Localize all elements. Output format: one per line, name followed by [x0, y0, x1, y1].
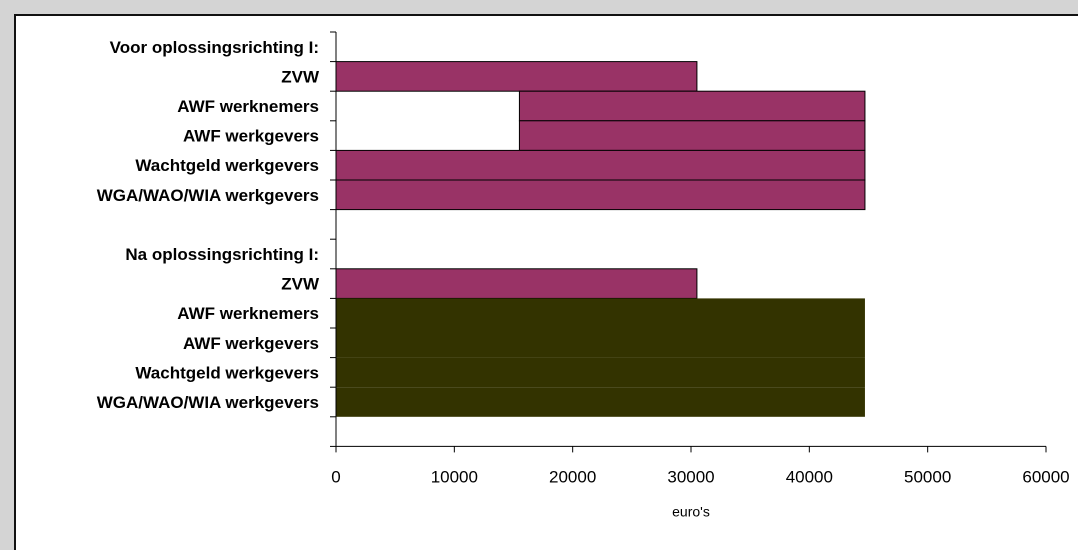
x-tick-label: 40000: [786, 467, 833, 486]
category-label: ZVW: [281, 67, 320, 86]
category-label: WGA/WAO/WIA werkgevers: [97, 186, 319, 205]
x-tick-label: 10000: [431, 467, 478, 486]
bar-11-0: [336, 357, 865, 388]
category-label: Wachtgeld werkgevers: [135, 363, 319, 382]
x-tick-label: 20000: [549, 467, 596, 486]
x-tick-label: 30000: [667, 467, 714, 486]
bar-10-0: [336, 328, 865, 358]
bar-12-0: [336, 387, 865, 417]
bar-1-0: [335, 61, 698, 92]
category-label: Na oplossingsrichting I:: [125, 245, 319, 264]
category-label: AWF werknemers: [177, 304, 319, 323]
bar-5-0: [335, 179, 866, 211]
category-label: AWF werkgevers: [183, 334, 319, 353]
x-tick-label: 50000: [904, 467, 951, 486]
bar-4-0: [335, 149, 866, 181]
x-tick-label: 60000: [1022, 467, 1069, 486]
bar-8-0: [335, 268, 698, 299]
bar-3-0: [518, 120, 866, 151]
x-tick-label: 0: [331, 467, 340, 486]
category-label: Voor oplossingsrichting I:: [110, 38, 319, 57]
bar-2-0: [518, 90, 866, 122]
category-label: AWF werknemers: [177, 97, 319, 116]
bar-9-0: [336, 298, 865, 328]
category-label: Wachtgeld werkgevers: [135, 156, 319, 175]
chart-area: Voor oplossingsrichting I: ZVW AWF werknem…: [14, 14, 1078, 550]
category-label: WGA/WAO/WIA werkgevers: [97, 393, 319, 412]
category-label: AWF werkgevers: [183, 127, 319, 146]
bar-chart: Voor oplossingsrichting I: ZVW AWF werknem…: [97, 31, 1070, 519]
category-label: ZVW: [281, 275, 320, 294]
x-axis-title: euro's: [672, 503, 710, 519]
